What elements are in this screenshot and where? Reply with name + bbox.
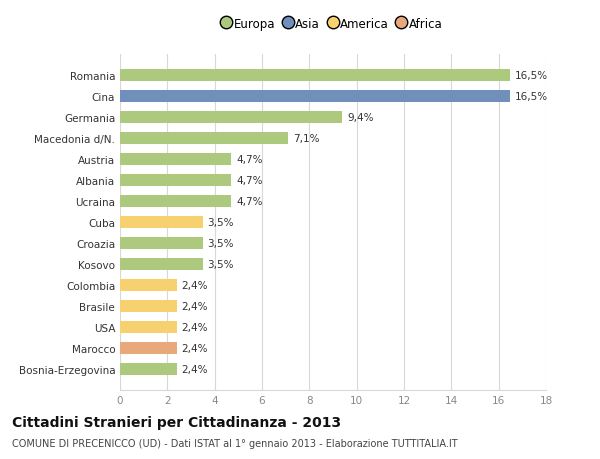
Text: 16,5%: 16,5% (515, 92, 548, 102)
Bar (120, 280, 177, 291)
Text: 7,1%: 7,1% (293, 134, 319, 144)
Bar (120, 70, 511, 82)
Text: 4,7%: 4,7% (236, 197, 262, 207)
Bar (120, 175, 231, 186)
Text: Cittadini Stranieri per Cittadinanza - 2013: Cittadini Stranieri per Cittadinanza - 2… (12, 415, 341, 429)
Text: 3,5%: 3,5% (208, 259, 234, 269)
Text: 2,4%: 2,4% (182, 302, 208, 311)
Bar (120, 322, 177, 333)
Bar (120, 301, 177, 312)
Bar (120, 133, 288, 145)
Text: 2,4%: 2,4% (182, 343, 208, 353)
Text: 2,4%: 2,4% (182, 322, 208, 332)
Bar (120, 217, 203, 229)
Text: 3,5%: 3,5% (208, 239, 234, 248)
Text: 4,7%: 4,7% (236, 155, 262, 165)
Bar (120, 91, 511, 103)
Text: 9,4%: 9,4% (347, 113, 374, 123)
Legend: Europa, Asia, America, Africa: Europa, Asia, America, Africa (220, 14, 446, 34)
Bar (120, 196, 231, 207)
Bar (120, 154, 231, 166)
Text: COMUNE DI PRECENICCO (UD) - Dati ISTAT al 1° gennaio 2013 - Elaborazione TUTTITA: COMUNE DI PRECENICCO (UD) - Dati ISTAT a… (12, 438, 458, 448)
Bar (120, 112, 343, 123)
Text: 2,4%: 2,4% (182, 280, 208, 291)
Text: 2,4%: 2,4% (182, 364, 208, 374)
Bar (120, 364, 177, 375)
Bar (120, 342, 177, 354)
Text: 3,5%: 3,5% (208, 218, 234, 228)
Text: 16,5%: 16,5% (515, 71, 548, 81)
Text: 4,7%: 4,7% (236, 176, 262, 186)
Bar (120, 259, 203, 270)
Bar (120, 238, 203, 249)
